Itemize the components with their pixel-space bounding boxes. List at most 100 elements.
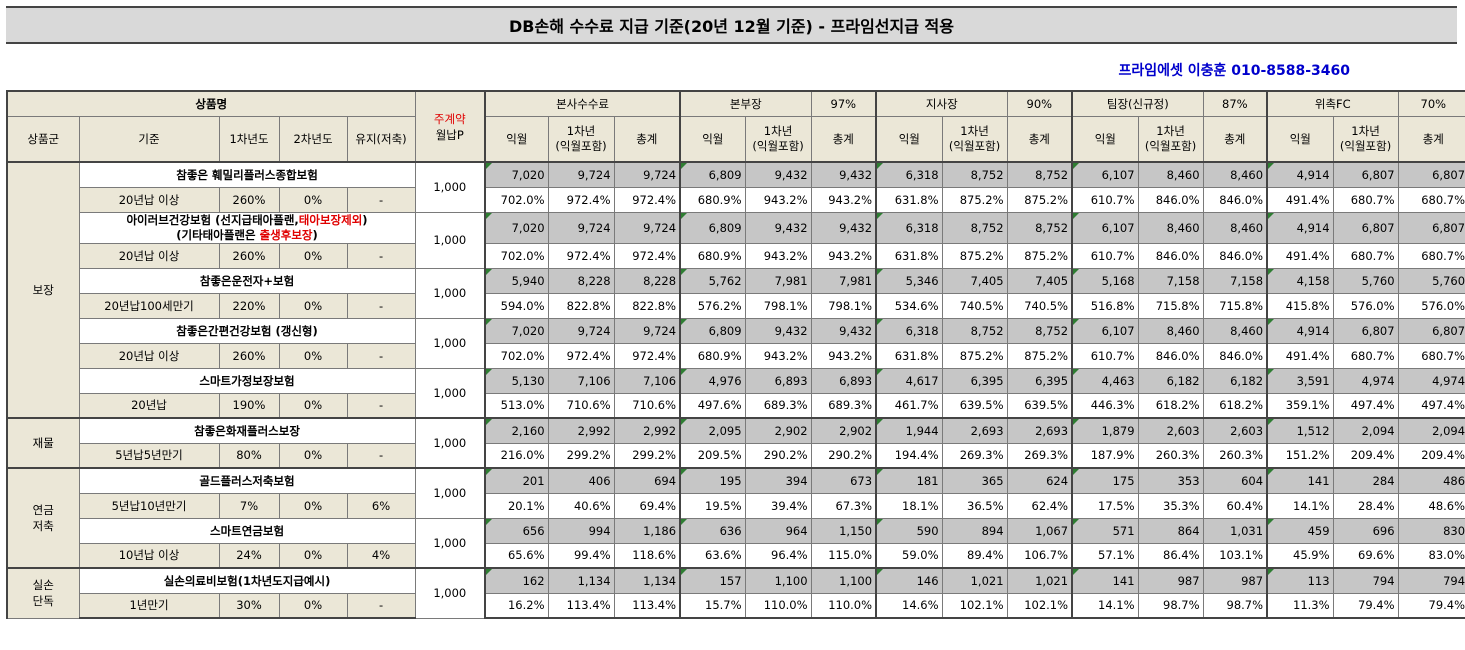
percent-cell: 680.7% bbox=[1397, 342, 1465, 369]
percent-cell: 269.3% bbox=[941, 442, 1008, 469]
percent-cell: 943.2% bbox=[744, 186, 812, 213]
header-total: 총계 bbox=[1202, 115, 1268, 163]
amount-cell: 1,134 bbox=[613, 567, 681, 594]
percent-cell: 96.4% bbox=[744, 542, 812, 569]
percent-cell: 639.5% bbox=[941, 392, 1008, 419]
amount-cell: 9,432 bbox=[744, 211, 812, 244]
percent-cell: 972.4% bbox=[547, 242, 615, 269]
percent-cell: 680.7% bbox=[1332, 342, 1399, 369]
amount-cell: 6,809 bbox=[679, 317, 746, 344]
percent-cell: 875.2% bbox=[941, 242, 1008, 269]
amount-cell: 794 bbox=[1332, 567, 1399, 594]
header-total: 총계 bbox=[1397, 115, 1465, 163]
amount-cell: 2,603 bbox=[1137, 417, 1204, 444]
keep-cell: - bbox=[346, 292, 416, 319]
percent-cell: 65.6% bbox=[484, 542, 549, 569]
monthly-premium: 1,000 bbox=[414, 211, 486, 269]
keep-cell: - bbox=[346, 186, 416, 213]
percent-cell: 689.3% bbox=[744, 392, 812, 419]
amount-cell: 6,893 bbox=[744, 367, 812, 394]
percent-cell: 69.6% bbox=[1332, 542, 1399, 569]
amount-cell: 994 bbox=[547, 517, 615, 544]
amount-cell: 571 bbox=[1071, 517, 1139, 544]
contact-info: 프라임에셋 이충훈 010-8588-3460 bbox=[1118, 63, 1350, 79]
percent-cell: 89.4% bbox=[941, 542, 1008, 569]
product-name-part: (기타태아플랜은 bbox=[176, 227, 260, 242]
amount-cell: 4,617 bbox=[875, 367, 943, 394]
amount-cell: 113 bbox=[1266, 567, 1334, 594]
keep-cell: - bbox=[346, 592, 416, 619]
header-group-ratio: 70% bbox=[1397, 90, 1465, 117]
header-first-year-line2: (익월포함) bbox=[1144, 138, 1197, 153]
amount-cell: 8,460 bbox=[1202, 161, 1268, 188]
percent-cell: 16.2% bbox=[484, 592, 549, 619]
amount-cell: 6,318 bbox=[875, 317, 943, 344]
amount-cell: 2,902 bbox=[810, 417, 877, 444]
percent-cell: 151.2% bbox=[1266, 442, 1334, 469]
percent-cell: 194.4% bbox=[875, 442, 943, 469]
header-product-name: 상품명 bbox=[5, 90, 416, 117]
amount-cell: 7,405 bbox=[1006, 267, 1073, 294]
amount-cell: 6,107 bbox=[1071, 211, 1139, 244]
percent-cell: 513.0% bbox=[484, 392, 549, 419]
amount-cell: 5,760 bbox=[1332, 267, 1399, 294]
table-row: 5년납5년만기 80% 0% -216.0% 299.2% 299.2% 209.5% 290… bbox=[7, 442, 1465, 469]
percent-cell: 20.1% bbox=[484, 492, 549, 519]
amount-cell: 2,094 bbox=[1332, 417, 1399, 444]
table-row: 20년납 이상 260% 0% -702.0% 972.4% 972.4% 680.9% 94… bbox=[7, 242, 1465, 269]
amount-cell: 794 bbox=[1397, 567, 1465, 594]
table-row: 20년납 190% 0% -513.0% 710.6% 710.6% 497.6% 689.3… bbox=[7, 392, 1465, 419]
header-total: 총계 bbox=[810, 115, 877, 163]
amount-cell: 4,158 bbox=[1266, 267, 1334, 294]
amount-cell: 4,974 bbox=[1397, 367, 1465, 394]
category-cell: 실손 단독 bbox=[6, 567, 80, 619]
percent-cell: 680.7% bbox=[1332, 186, 1399, 213]
percent-cell: 702.0% bbox=[484, 242, 549, 269]
amount-cell: 9,724 bbox=[547, 161, 615, 188]
table-row: 20년납 이상 260% 0% -702.0% 972.4% 972.4% 680.9% 94… bbox=[7, 186, 1465, 213]
amount-cell: 8,752 bbox=[1006, 161, 1073, 188]
percent-cell: 63.6% bbox=[679, 542, 746, 569]
percent-cell: 19.5% bbox=[679, 492, 746, 519]
percent-cell: 269.3% bbox=[1006, 442, 1073, 469]
amount-cell: 694 bbox=[613, 467, 681, 494]
percent-cell: 115.0% bbox=[810, 542, 877, 569]
amount-cell: 146 bbox=[875, 567, 943, 594]
percent-cell: 943.2% bbox=[744, 242, 812, 269]
amount-cell: 1,031 bbox=[1202, 517, 1268, 544]
percent-cell: 702.0% bbox=[484, 342, 549, 369]
amount-cell: 181 bbox=[875, 467, 943, 494]
percent-cell: 209.4% bbox=[1332, 442, 1399, 469]
product-name: 실손의료비보험(1차년도지급예시) bbox=[78, 567, 416, 594]
header-group: 팀장(신규정) bbox=[1071, 90, 1204, 117]
product-name: 참좋은운전자+보험 bbox=[78, 267, 416, 294]
monthly-premium: 1,000 bbox=[414, 161, 486, 213]
percent-cell: 187.9% bbox=[1071, 442, 1139, 469]
amount-cell: 4,974 bbox=[1332, 367, 1399, 394]
header-total: 총계 bbox=[613, 115, 681, 163]
product-name-part: 출생후보장 bbox=[259, 227, 313, 242]
amount-cell: 8,460 bbox=[1137, 211, 1204, 244]
basis-cell: 10년납 이상 bbox=[78, 542, 220, 569]
amount-cell: 6,807 bbox=[1397, 161, 1465, 188]
amount-cell: 5,760 bbox=[1397, 267, 1465, 294]
amount-cell: 4,914 bbox=[1266, 211, 1334, 244]
header-ikwol: 익월 bbox=[875, 115, 943, 163]
product-name-line1: 참좋은간편건강보험 (갱신형) bbox=[83, 323, 412, 339]
percent-cell: 86.4% bbox=[1137, 542, 1204, 569]
basis-cell: 5년납5년만기 bbox=[78, 442, 220, 469]
header-first-year: 1차년 (익월포함) bbox=[547, 115, 615, 163]
amount-cell: 8,228 bbox=[613, 267, 681, 294]
basis-cell: 20년납 이상 bbox=[78, 186, 220, 213]
amount-cell: 4,914 bbox=[1266, 161, 1334, 188]
amount-cell: 1,021 bbox=[1006, 567, 1073, 594]
monthly-premium: 1,000 bbox=[414, 267, 486, 319]
percent-cell: 972.4% bbox=[613, 242, 681, 269]
percent-cell: 846.0% bbox=[1202, 342, 1268, 369]
product-name: 스마트가정보장보험 bbox=[78, 367, 416, 394]
percent-cell: 299.2% bbox=[613, 442, 681, 469]
percent-cell: 618.2% bbox=[1137, 392, 1204, 419]
product-name-line1: 스마트연금보험 bbox=[83, 523, 412, 539]
amount-cell: 9,432 bbox=[744, 317, 812, 344]
percent-cell: 260.3% bbox=[1137, 442, 1204, 469]
